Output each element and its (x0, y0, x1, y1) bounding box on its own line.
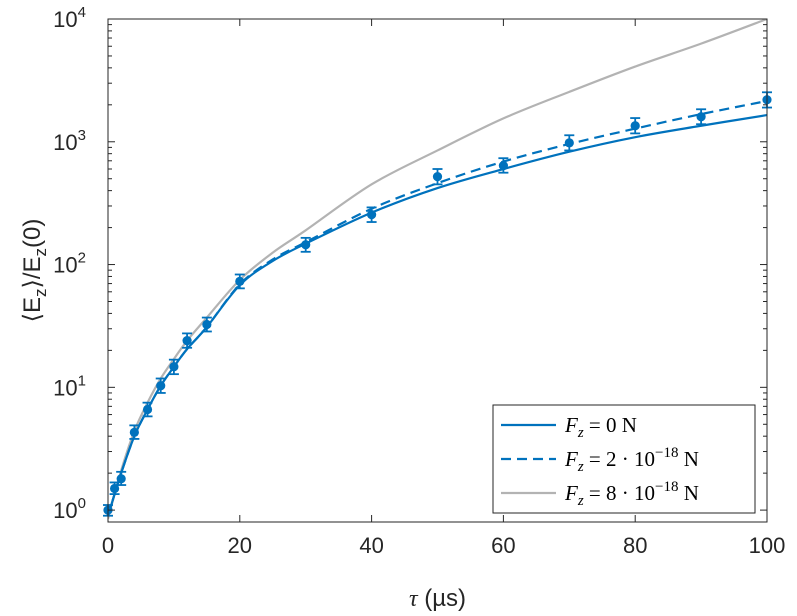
x-tick-label: 40 (359, 533, 383, 558)
data-point-14 (564, 134, 575, 152)
data-marker (182, 336, 192, 346)
data-marker (109, 483, 120, 494)
y-tick-label: 100 (53, 495, 86, 523)
data-marker (630, 121, 640, 131)
data-marker (202, 319, 212, 330)
data-point-16 (696, 108, 707, 126)
data-point-4 (142, 401, 153, 418)
data-marker (696, 112, 706, 122)
legend: Fz = 0 N Fz = 2 · 10−18 N Fz = 8 · 10−18 N (492, 404, 756, 514)
data-marker (432, 172, 443, 182)
data-point-1 (109, 481, 120, 496)
y-tick-label: 104 (53, 4, 86, 32)
data-point-2 (116, 470, 127, 486)
x-tick-label: 80 (623, 533, 647, 558)
data-point-11 (366, 206, 377, 223)
legend-entry-1: Fz = 0 N (564, 413, 637, 441)
y-tick-label: 101 (53, 372, 86, 400)
x-tick-label: 0 (102, 533, 114, 558)
x-tick-label: 20 (228, 533, 252, 558)
data-marker (301, 240, 311, 250)
data-marker (116, 474, 126, 484)
y-tick-label: 103 (53, 127, 86, 155)
y-axis-label: ⟨Ez⟩/Ez(0) (19, 219, 50, 323)
data-point-3 (129, 424, 140, 440)
data-marker (367, 210, 377, 220)
data-point-7 (182, 332, 193, 349)
data-marker (498, 160, 508, 171)
legend-entry-3: Fz = 8 · 10−18 N (564, 479, 699, 509)
data-marker (142, 404, 153, 415)
data-point-12 (432, 168, 443, 186)
data-point-13 (498, 157, 509, 174)
y-tick-label: 102 (53, 250, 86, 278)
data-point-6 (168, 358, 179, 376)
axes: 0 20 40 60 80 100 100 101 102 103 104 τ (µs) ⟨Ez⟩/Ez… (19, 4, 785, 612)
data-point-15 (630, 117, 641, 135)
legend-box (492, 404, 756, 514)
x-tick-label: 100 (749, 533, 786, 558)
data-marker (235, 276, 245, 286)
x-tick-label: 60 (491, 533, 515, 558)
data-point-9 (234, 273, 245, 290)
data-marker (156, 381, 166, 391)
x-axis-label: τ (µs) (409, 585, 466, 612)
data-point-10 (300, 236, 311, 253)
data-point-8 (201, 316, 212, 333)
data-point-5 (155, 377, 166, 394)
data-marker (564, 138, 574, 148)
data-marker (129, 427, 139, 437)
legend-entry-2: Fz = 2 · 10−18 N (564, 445, 699, 475)
data-marker (169, 362, 179, 372)
plot-area (103, 19, 772, 520)
